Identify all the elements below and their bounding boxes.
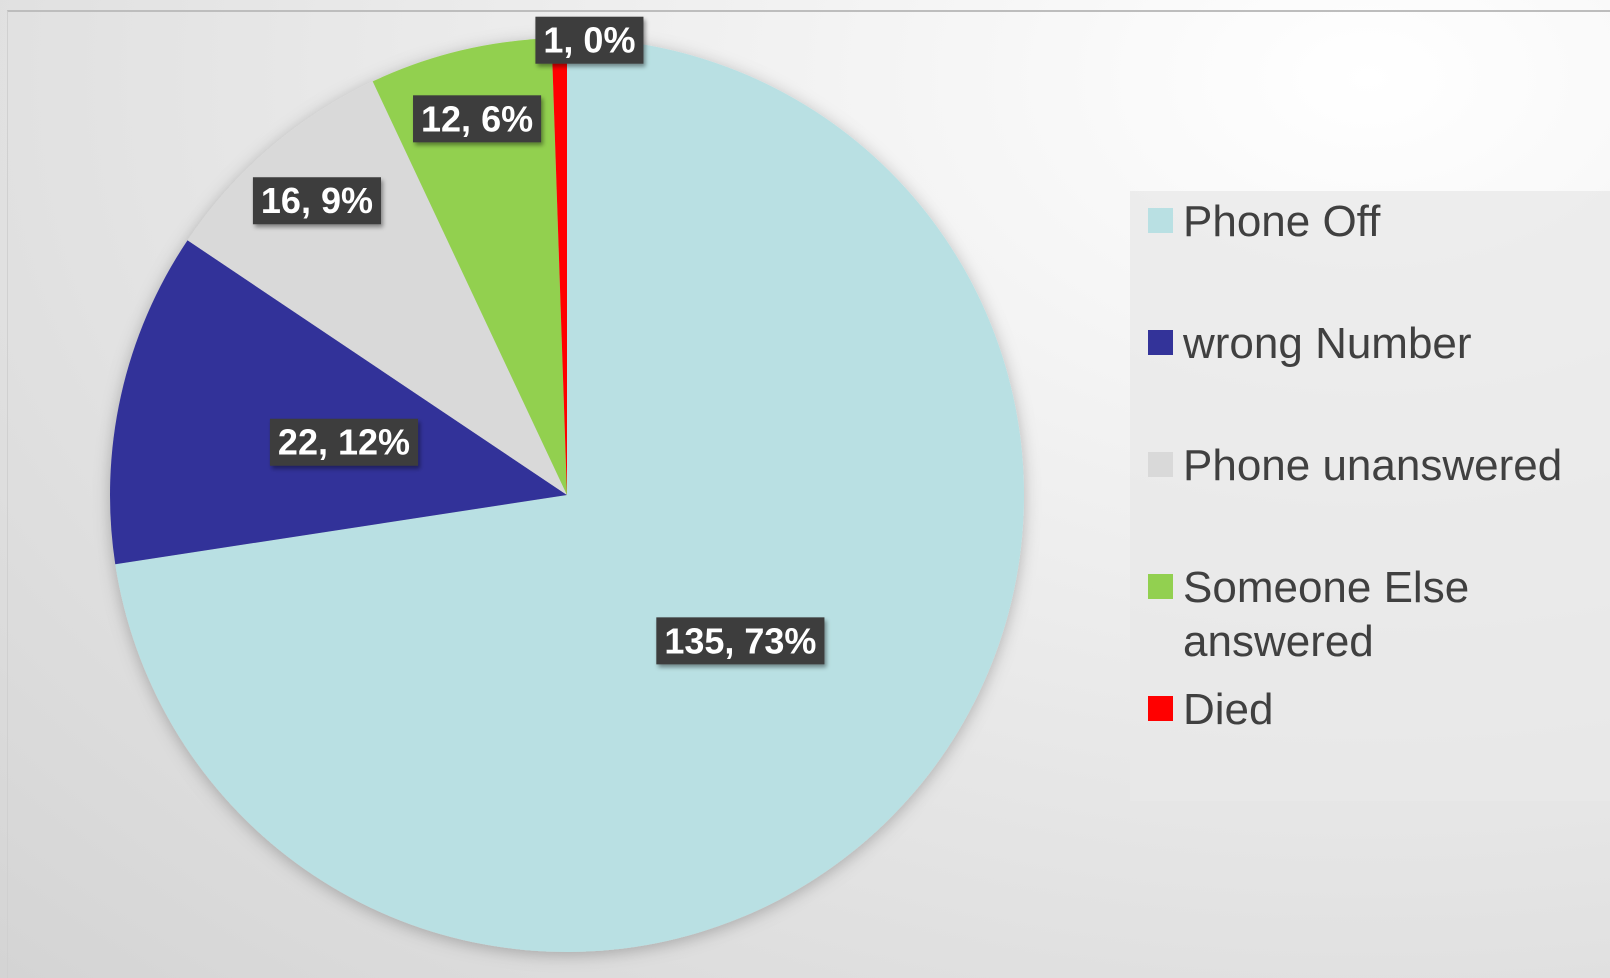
data-label-box [656, 617, 825, 665]
legend-label: Someone Else answered [1183, 563, 1470, 666]
data-label: 1, 0% [535, 16, 644, 64]
data-label: 16, 9% [252, 177, 381, 225]
data-label-text: 16, 9% [261, 180, 373, 221]
pie-slice [551, 38, 567, 495]
legend-swatch [1148, 574, 1173, 599]
pie-slice [109, 240, 567, 565]
data-label: 22, 12% [269, 418, 419, 466]
data-labels: 135, 73% 22, 12% 16, 9% 12, 6%1, 0% [252, 16, 825, 665]
data-label-text: 22, 12% [278, 422, 410, 463]
pie-slice [115, 38, 1025, 953]
legend-item: Died [1148, 683, 1608, 737]
chart-frame [7, 10, 1610, 978]
data-label-box [269, 418, 419, 466]
legend-label: Died [1183, 685, 1274, 734]
data-label: 12, 6% [413, 95, 542, 143]
legend-item: Phone unanswered [1148, 439, 1608, 493]
legend-swatch [1148, 696, 1173, 721]
legend-item: wrong Number [1148, 317, 1608, 371]
data-label-text: 135, 73% [664, 620, 816, 661]
legend: Phone Off wrong Number Phone unanswered Som… [1130, 191, 1610, 801]
data-label-box [413, 95, 542, 143]
pie [109, 38, 1025, 953]
legend-item: Phone Off [1148, 195, 1608, 249]
legend-item: Someone Else answered [1148, 561, 1608, 669]
data-label-text: 12, 6% [421, 98, 533, 139]
data-label-box [535, 16, 644, 64]
data-label-box [252, 177, 381, 225]
legend-label: Phone unanswered [1183, 441, 1563, 490]
data-label-text: 1, 0% [543, 20, 635, 61]
legend-label: Phone Off [1183, 197, 1381, 246]
data-label: 135, 73% [656, 617, 825, 665]
pie-slice [372, 38, 567, 496]
legend-label: wrong Number [1183, 319, 1472, 368]
legend-swatch [1148, 208, 1173, 233]
legend-swatch [1148, 452, 1173, 477]
legend-swatch [1148, 330, 1173, 355]
